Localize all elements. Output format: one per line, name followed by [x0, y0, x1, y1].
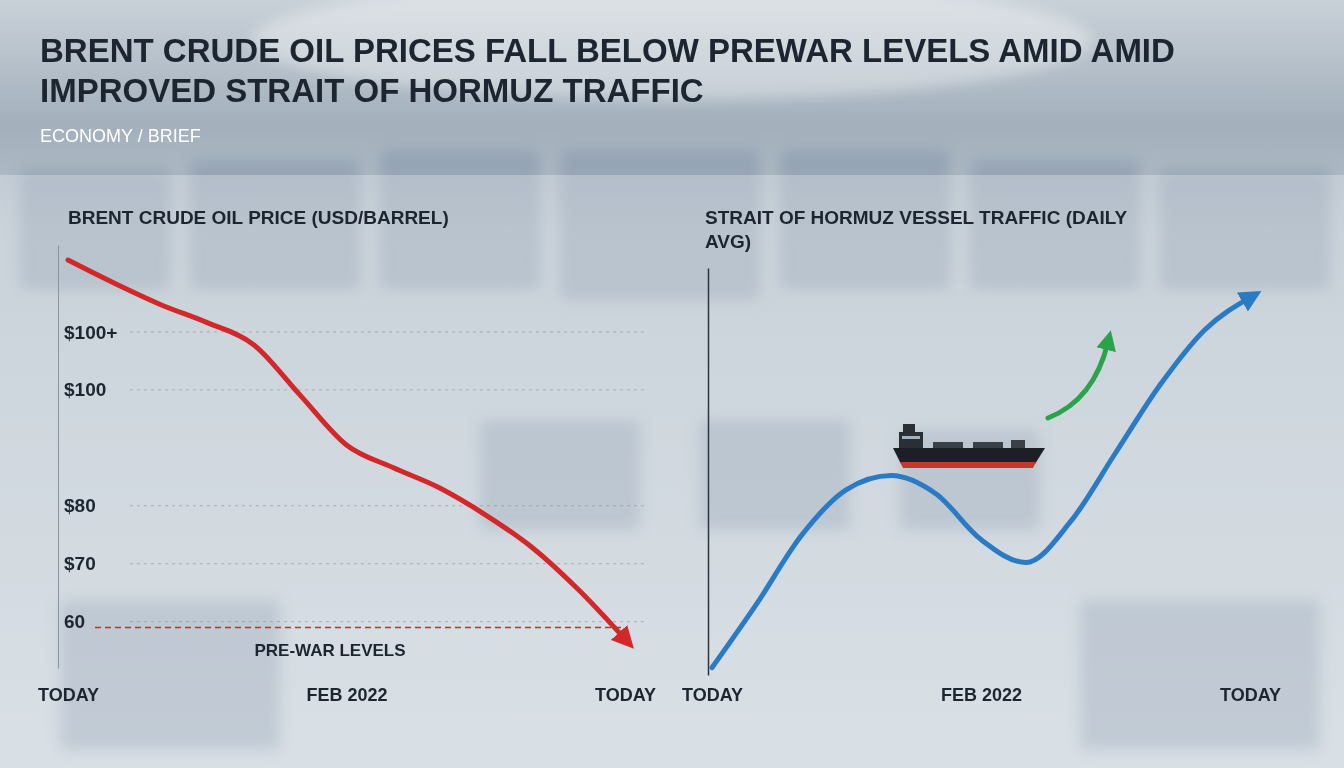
ship-bridge [899, 432, 923, 448]
y-axis [708, 269, 709, 676]
ship-icon [893, 424, 1045, 468]
grid-line [130, 389, 645, 390]
page-title-line: BRENT CRUDE OIL PRICES FALL BELOW PREWAR… [40, 32, 1175, 69]
y-tick-label: $100 [64, 379, 106, 400]
ship-deck [933, 442, 963, 448]
x-axis: TODAY FEB 2022 TODAY [38, 678, 656, 705]
green-arrow [1048, 342, 1108, 418]
grid-line [130, 563, 645, 564]
chart-title-line: BRENT CRUDE OIL PRICE (USD/BARREL) [68, 207, 449, 228]
reference-label: PRE-WAR LEVELS [254, 641, 405, 660]
chart-panel: STRAIT OF HORMUZ VESSEL TRAFFIC (DAILY AV… [682, 207, 1281, 705]
page-title-line: IMPROVED STRAIT OF HORMUZ TRAFFIC [40, 72, 704, 109]
overlay [0, 175, 1344, 768]
y-tick-label: $70 [64, 553, 96, 574]
x-tick-label: TODAY [1220, 685, 1281, 705]
chart-title-line: AVG) [705, 231, 751, 252]
x-tick: TODAY [682, 678, 743, 705]
decor [893, 342, 1108, 468]
plot-area [712, 298, 1250, 668]
ship-windows [902, 436, 920, 439]
ship-bow-deck [1011, 440, 1025, 448]
x-tick-label: TODAY [682, 685, 743, 705]
y-tick: $100 [58, 379, 106, 400]
x-tick-label: FEB 2022 [941, 685, 1022, 705]
x-tick: FEB 2022 [941, 678, 1022, 705]
y-tick: $70 [58, 553, 96, 574]
data-line [712, 298, 1250, 668]
grid-line [130, 505, 645, 506]
ship-hull [893, 448, 1045, 464]
background [0, 0, 1344, 768]
y-tick-label: $100+ [64, 321, 117, 342]
chart-title-line: STRAIT OF HORMUZ VESSEL TRAFFIC (DAILY [705, 207, 1128, 228]
infographic: BRENT CRUDE OIL PRICES FALL BELOW PREWAR… [0, 0, 1344, 768]
chart-title: BRENT CRUDE OIL PRICE (USD/BARREL) [68, 207, 449, 228]
x-tick-label: TODAY [595, 685, 656, 705]
y-tick-label: 60 [64, 611, 85, 632]
ship-deck [973, 442, 1003, 448]
reference-line [95, 627, 625, 629]
y-tick: $80 [58, 495, 96, 516]
x-tick: TODAY [38, 678, 99, 705]
x-tick: FEB 2022 [306, 678, 387, 705]
y-axis-line [58, 246, 59, 669]
chart-title: STRAIT OF HORMUZ VESSEL TRAFFIC (DAILY AV… [705, 207, 1128, 252]
x-tick: TODAY [1220, 678, 1281, 705]
x-tick: TODAY [595, 678, 656, 705]
y-axis: $100+ $100 $80 $70 60 [58, 246, 117, 669]
plot-area [68, 260, 625, 639]
x-axis: TODAY FEB 2022 TODAY [682, 678, 1281, 705]
y-tick: $100+ [58, 321, 117, 342]
page-subtitle: ECONOMY / BRIEF [40, 126, 201, 146]
x-tick-label: TODAY [38, 685, 99, 705]
ship-waterline [900, 462, 1036, 468]
chart-panel: BRENT CRUDE OIL PRICE (USD/BARREL)$100+$… [38, 207, 656, 705]
y-tick-label: $80 [64, 495, 96, 516]
grid-line [130, 331, 645, 332]
x-tick-label: FEB 2022 [306, 685, 387, 705]
data-line [68, 260, 625, 639]
y-axis-line [708, 269, 710, 676]
grid-line [130, 621, 645, 622]
page-title: BRENT CRUDE OIL PRICES FALL BELOW PREWAR… [40, 32, 1175, 109]
y-tick: 60 [58, 611, 85, 632]
